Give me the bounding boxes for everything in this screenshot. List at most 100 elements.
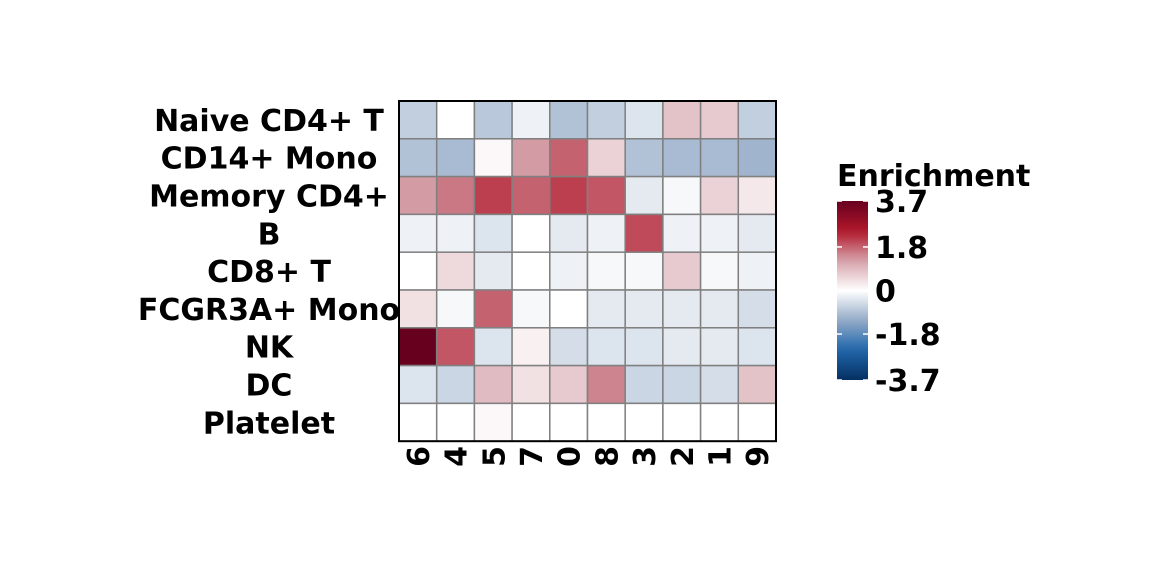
heatmap-cell [511,251,551,291]
column-label: 9 [741,446,776,467]
heatmap-cell [398,402,438,442]
heatmap-cell [586,175,626,216]
heatmap-cell [549,100,589,140]
color-legend: Enrichment 3.7 1.8 0 -1.8 -3.7 [837,159,1030,399]
heatmap-cell [398,251,438,291]
heatmap-cell [586,402,626,442]
heatmap-cell [586,100,626,140]
heatmap-cell [511,138,551,178]
heatmap-cell [511,402,551,442]
heatmap-cell [699,100,740,140]
column-label: 7 [515,446,550,467]
row-label: CD8+ T [207,255,331,290]
legend-colorbar [837,201,868,380]
heatmap-cell [511,213,551,253]
heatmap-cell [699,251,740,291]
heatmap-cell [549,289,589,329]
heatmap-cell [662,100,702,140]
legend-tick-label: 3.7 [875,185,928,220]
heatmap-cell [662,175,702,216]
heatmap-cell [511,289,551,329]
heatmap-cell [586,213,626,253]
heatmap-cell [549,138,589,178]
heatmap-cell [624,289,664,329]
heatmap-cell [699,327,740,367]
heatmap-cell [624,100,664,140]
heatmap-cell [662,364,702,405]
heatmap-cell [398,364,438,405]
heatmap-cell [549,327,589,367]
legend-title: Enrichment [837,159,1030,194]
heatmap-cell [624,364,664,405]
heatmap-cell [624,327,664,367]
heatmap-cell [662,327,702,367]
column-label: 2 [666,446,701,467]
column-label: 4 [440,446,475,467]
heatmap-cell [737,327,777,367]
heatmap-cell [398,213,438,253]
heatmap-cell [473,402,513,442]
column-label: 6 [402,446,437,467]
heatmap-cell [511,327,551,367]
heatmap-cell [699,289,740,329]
heatmap-cell [737,175,777,216]
column-label: 1 [703,446,738,467]
column-label: 5 [477,446,512,467]
heatmap-cell [662,251,702,291]
heatmap-cell [473,289,513,329]
heatmap-cell [435,327,476,367]
heatmap-cell [398,175,438,216]
heatmap-cell [473,175,513,216]
heatmap-cell [473,100,513,140]
heatmap-cells [398,100,777,442]
legend-tick-label: 1.8 [875,231,928,266]
heatmap-cell [737,138,777,178]
heatmap-cell [624,175,664,216]
heatmap-cell [511,175,551,216]
heatmap-cell [699,175,740,216]
heatmap-cell [435,213,476,253]
heatmap-cell [586,327,626,367]
legend-tick-label: 0 [875,275,896,310]
heatmap-cell [473,213,513,253]
heatmap-cell [435,100,476,140]
heatmap-cell [473,138,513,178]
heatmap-cell [435,402,476,442]
heatmap-cell [473,327,513,367]
heatmap-cell [586,251,626,291]
heatmap-cell [624,402,664,442]
row-label: NK [245,331,295,366]
heatmap-cell [662,402,702,442]
row-label: CD14+ Mono [161,142,378,177]
row-label: FCGR3A+ Mono [138,293,400,328]
heatmap-cell [662,138,702,178]
heatmap-cell [586,138,626,178]
heatmap-cell [662,213,702,253]
heatmap-cell [624,138,664,178]
column-label: 3 [628,446,663,467]
row-label: Memory CD4+ [149,180,389,215]
heatmap-cell [586,289,626,329]
heatmap-cell [737,402,777,442]
heatmap-cell [435,138,476,178]
heatmap-border [398,100,777,443]
row-label: Naive CD4+ T [154,104,384,139]
heatmap-cell [737,289,777,329]
heatmap-cell [737,364,777,405]
heatmap-cell [398,289,438,329]
heatmap-cell [473,364,513,405]
row-label: B [258,217,281,252]
heatmap-cell [511,364,551,405]
row-label: Platelet [203,406,335,441]
legend-tick-label: -3.7 [875,364,941,399]
heatmap-cell [737,251,777,291]
heatmap-cell [398,138,438,178]
heatmap-cell [549,213,589,253]
heatmap-cell [662,289,702,329]
heatmap-cell [699,213,740,253]
heatmap-cell [699,138,740,178]
heatmap-cell [549,175,589,216]
